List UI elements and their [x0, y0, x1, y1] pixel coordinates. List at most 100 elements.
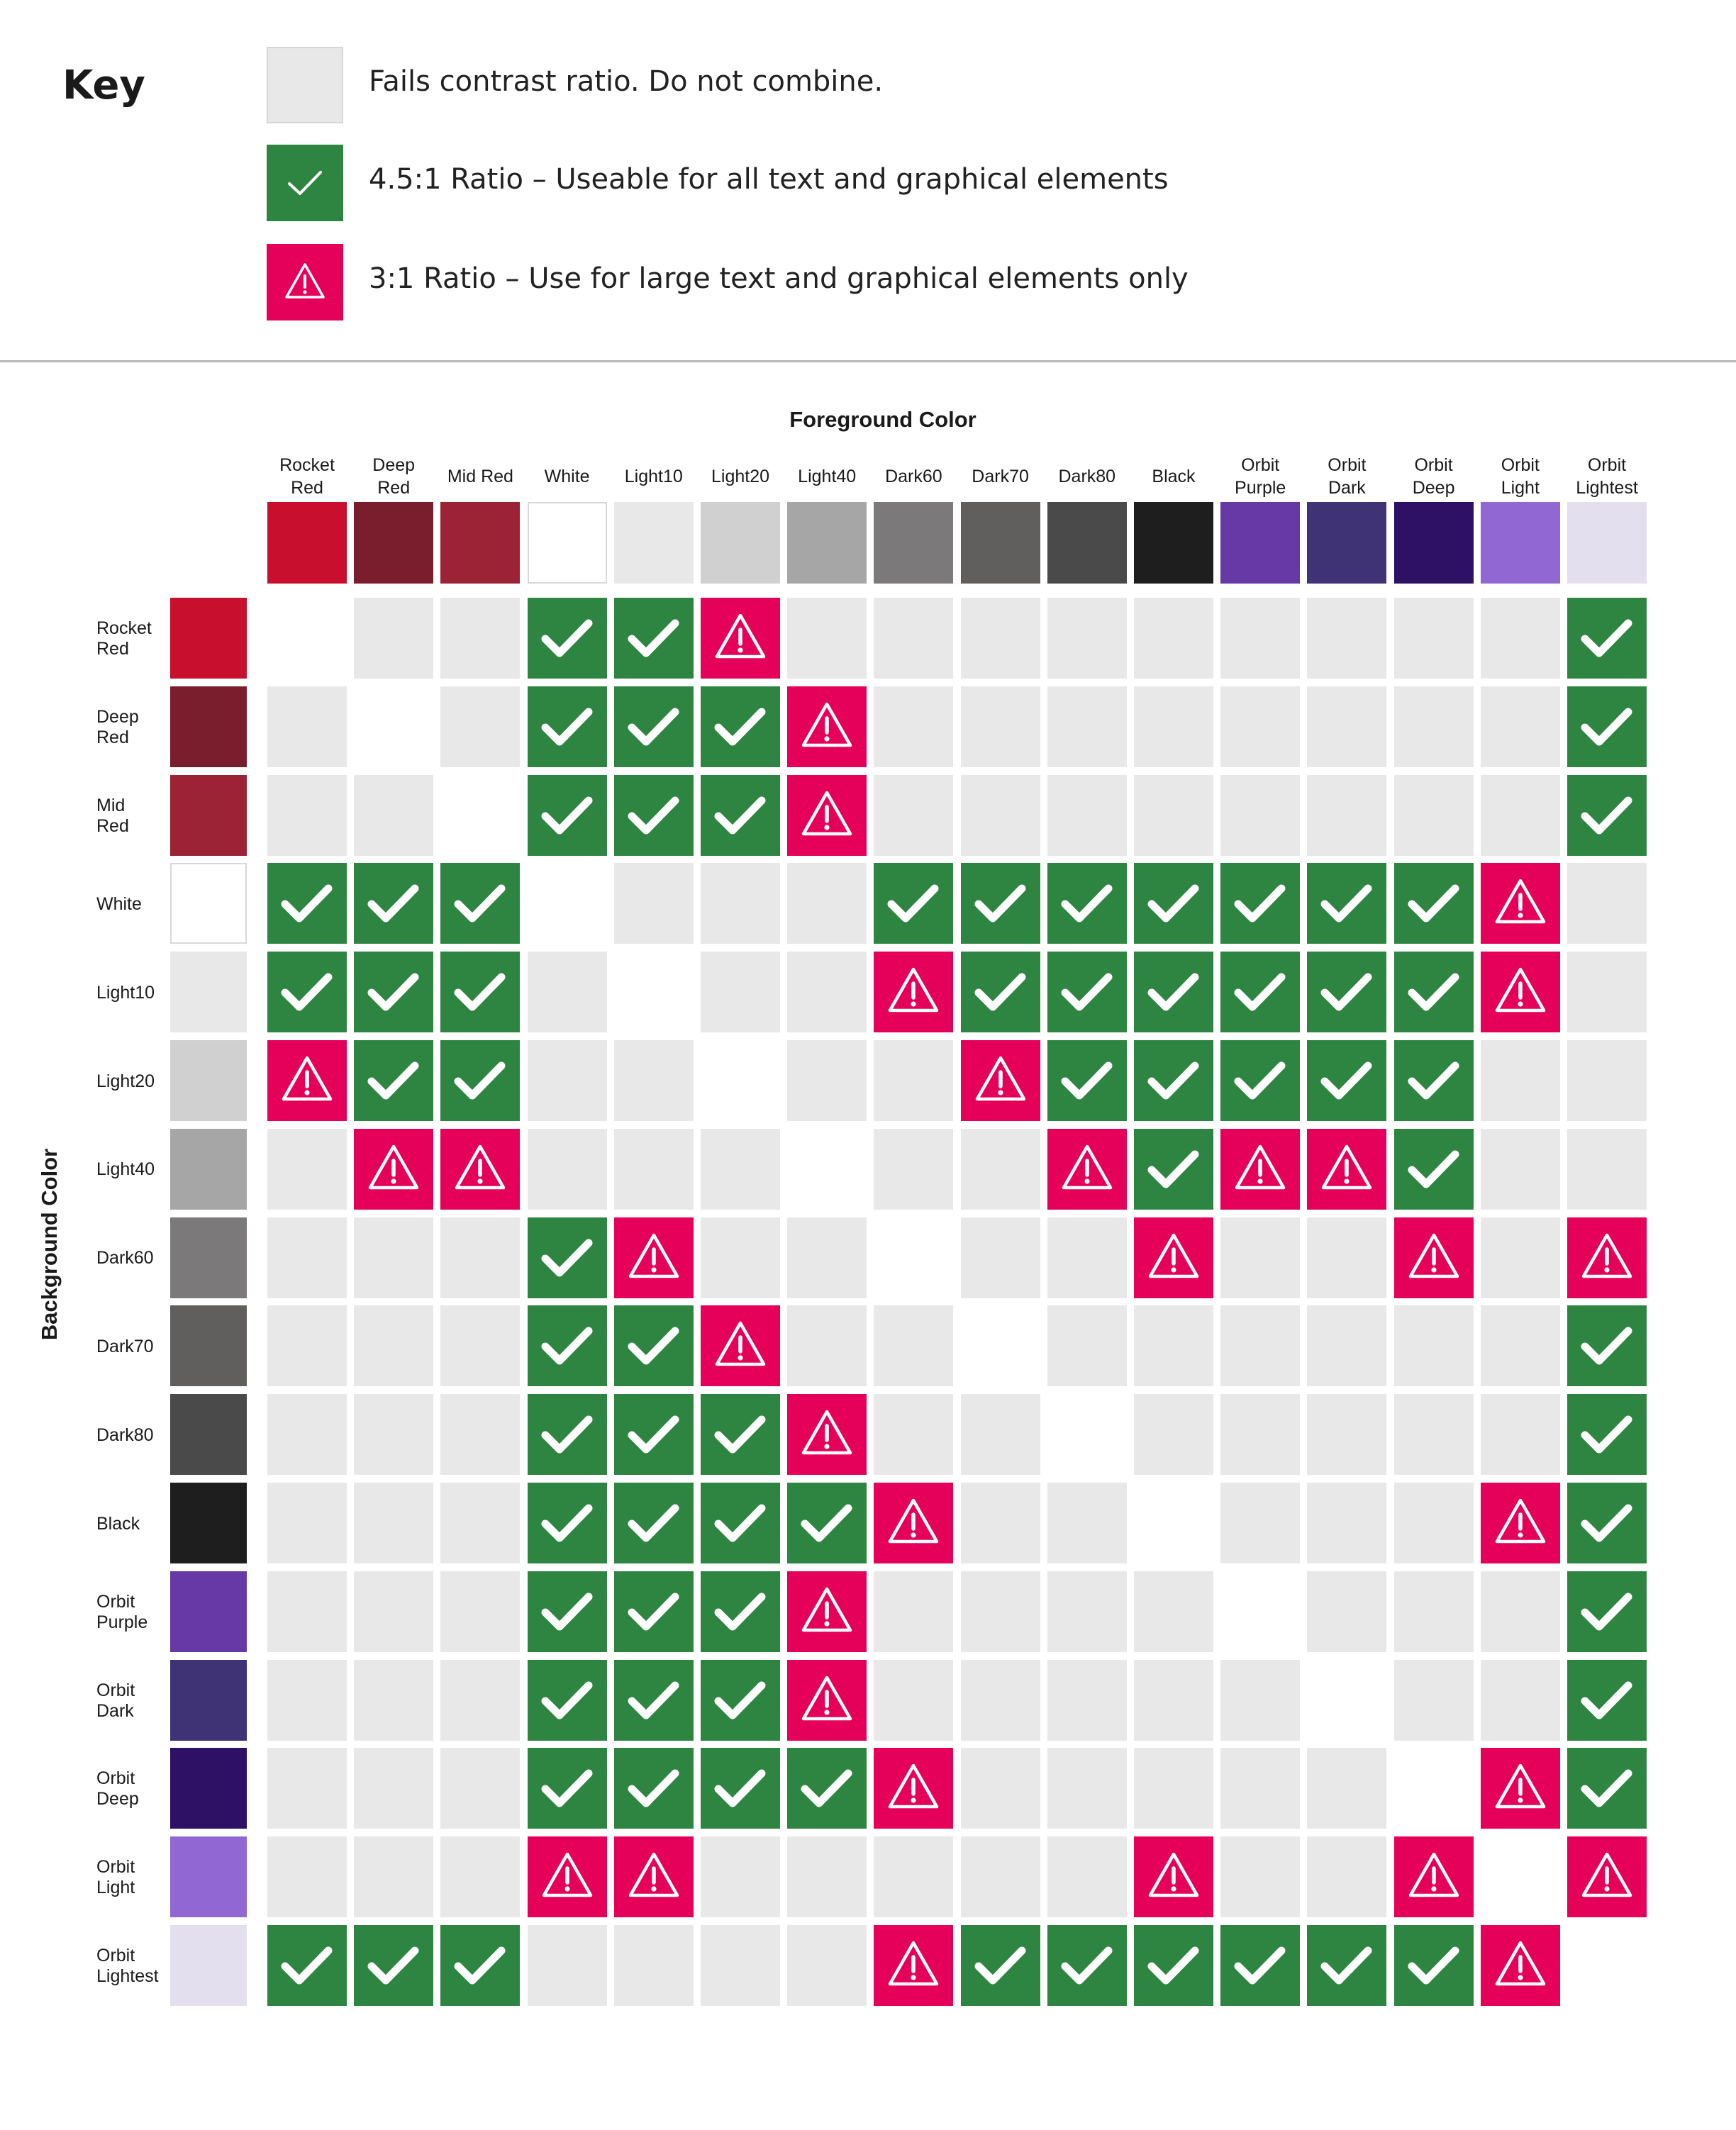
fail-cell [701, 1217, 780, 1298]
column-label-dark70: Dark70 [972, 467, 1029, 486]
check-icon [613, 774, 694, 856]
check-icon [1047, 863, 1127, 944]
fail-cell [874, 1836, 954, 1918]
fail-cell [440, 1217, 521, 1298]
fail-cell [1220, 1836, 1301, 1918]
fail-cell [440, 1748, 521, 1829]
fail-cell [1307, 1217, 1387, 1298]
fail-cell [354, 1394, 434, 1476]
column-label-orbit-light: Orbit Light [1501, 455, 1540, 498]
row-label-white: White [96, 893, 142, 914]
fail-cell [354, 1305, 434, 1387]
empty-cell [1394, 1748, 1474, 1829]
fail-cell [874, 1128, 954, 1210]
fail-cell [1480, 1571, 1560, 1652]
check-icon [1567, 1659, 1647, 1741]
check-icon [354, 863, 434, 944]
warning-icon [1480, 1748, 1560, 1829]
column-label-rocket-red: Rocket Red [279, 455, 335, 498]
warning-icon [874, 1748, 954, 1829]
fail-cell [267, 1659, 347, 1741]
check-icon [267, 1925, 347, 2006]
fail-cell [787, 863, 867, 944]
fail-cell [701, 1128, 780, 1210]
fail-cell [1480, 1659, 1560, 1741]
fail-cell [440, 1394, 521, 1476]
fail-cell [1307, 1305, 1387, 1387]
column-swatch-black [1134, 502, 1213, 584]
check-icon [527, 598, 607, 679]
key-warn-label: 3:1 Ratio – Use for large text and graph… [369, 262, 1189, 295]
fail-cell [787, 1836, 867, 1918]
fail-cell [1134, 774, 1213, 856]
warning-icon [613, 1836, 694, 1918]
column-swatch-orbit-lightest [1567, 502, 1647, 584]
fail-cell [1393, 1305, 1474, 1387]
foreground-axis-title: Foreground Color [789, 407, 976, 432]
check-icon [1567, 774, 1647, 856]
column-label-deep-red: Deep Red [372, 455, 416, 498]
fail-cell [1480, 598, 1560, 679]
check-icon [1134, 1128, 1213, 1210]
fail-cell [1567, 1128, 1647, 1210]
fail-cell [1047, 1659, 1127, 1741]
check-icon [354, 952, 434, 1033]
fail-cell [1220, 598, 1301, 679]
check-icon [1567, 1394, 1647, 1476]
fail-cell [1480, 1394, 1560, 1476]
fail-cell [354, 1571, 434, 1652]
column-swatch-orbit-light [1480, 502, 1560, 584]
warning-icon [874, 1925, 954, 2006]
row-label-orbit-deep: Orbit Deep [96, 1768, 139, 1810]
check-icon [267, 863, 347, 944]
fail-cell [787, 1305, 867, 1387]
check-icon [1220, 863, 1301, 944]
warning-icon [267, 244, 343, 320]
fail-cell [960, 1483, 1040, 1563]
fail-cell [1047, 1748, 1127, 1829]
fail-cell [613, 1040, 694, 1121]
fail-cell [1220, 1217, 1301, 1298]
row-swatch-dark70 [170, 1305, 247, 1387]
warning-icon [1567, 1836, 1647, 1918]
warning-icon [354, 1128, 434, 1210]
fail-cell [874, 1394, 954, 1476]
fail-cell [440, 598, 521, 679]
check-icon [527, 1394, 607, 1476]
warning-icon [1567, 1217, 1647, 1298]
check-icon [354, 1040, 434, 1121]
fail-cell [267, 1128, 347, 1210]
column-label-light10: Light10 [624, 467, 683, 486]
column-label-orbit-purple: Orbit Purple [1235, 455, 1286, 498]
check-icon [1220, 952, 1301, 1033]
empty-cell [961, 1305, 1040, 1386]
fail-cell [354, 1483, 434, 1563]
row-label-mid-red: Mid Red [96, 795, 129, 836]
column-label-orbit-dark: Orbit Dark [1328, 455, 1367, 498]
fail-cell [613, 1925, 694, 2006]
fail-cell [874, 1659, 954, 1741]
fail-cell [874, 686, 954, 767]
check-icon [1047, 952, 1127, 1033]
empty-cell [267, 598, 347, 679]
fail-cell [701, 1836, 780, 1918]
check-icon [1393, 1925, 1474, 2006]
fail-cell [1307, 774, 1387, 856]
column-swatch-dark70 [960, 502, 1040, 584]
fail-cell [1047, 1217, 1127, 1298]
check-icon [701, 1394, 780, 1476]
row-label-rocket-red: Rocket Red [96, 618, 152, 659]
check-icon [440, 1040, 521, 1121]
row-swatch-orbit-light [170, 1836, 247, 1918]
fail-cell [354, 598, 434, 679]
column-label-orbit-deep: Orbit Deep [1412, 455, 1455, 498]
check-icon [440, 863, 521, 944]
row-label-black: Black [96, 1513, 140, 1534]
column-swatch-light10 [613, 502, 694, 584]
check-icon [527, 1483, 607, 1563]
row-label-deep-red: Deep Red [96, 706, 139, 747]
fail-cell [1480, 1217, 1560, 1298]
fail-cell [267, 1748, 347, 1829]
empty-cell [1307, 1660, 1386, 1741]
fail-cell [787, 1217, 867, 1298]
